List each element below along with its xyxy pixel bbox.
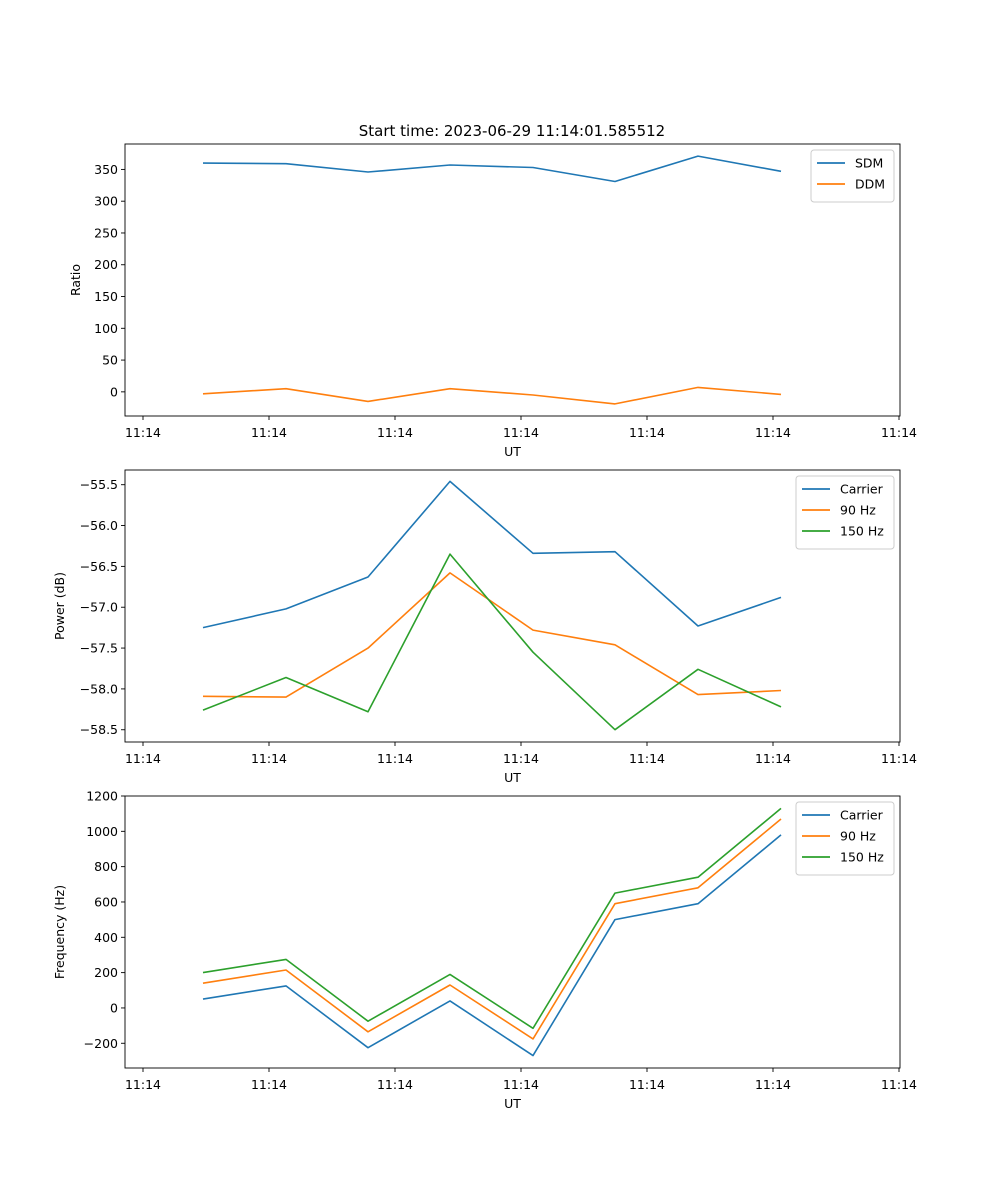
y-tick-label: 300: [94, 194, 118, 209]
series-line-90-hz: [202, 818, 782, 1040]
y-tick-label: 200: [94, 965, 118, 980]
x-axis-label: UT: [504, 444, 521, 459]
x-axis-label: UT: [504, 1096, 521, 1111]
x-tick-label: 11:14: [251, 1077, 287, 1092]
x-tick-label: 11:14: [881, 425, 917, 440]
x-tick-label: 11:14: [503, 751, 539, 766]
series-line-carrier: [202, 480, 782, 629]
x-tick-label: 11:14: [629, 1077, 665, 1092]
axes-frame: [124, 143, 901, 417]
x-tick-label: 11:14: [125, 425, 161, 440]
y-tick-label: 800: [94, 859, 118, 874]
x-tick-label: 11:14: [629, 425, 665, 440]
x-tick-label: 11:14: [755, 1077, 791, 1092]
y-tick-label: −56.5: [80, 559, 118, 574]
legend: Carrier 90 Hz 150 Hz: [795, 475, 895, 550]
y-tick-label: 200: [94, 257, 118, 272]
legend-label: 150 Hz: [840, 524, 884, 539]
x-tick-label: 11:14: [503, 425, 539, 440]
x-tick-label: 11:14: [881, 751, 917, 766]
y-tick-label: −56.0: [80, 518, 118, 533]
legend-label: 90 Hz: [840, 829, 876, 844]
series-line-90-hz: [202, 572, 782, 698]
y-tick-label: −58.5: [80, 722, 118, 737]
axes-frame: [124, 469, 901, 743]
x-tick-label: 11:14: [503, 1077, 539, 1092]
x-tick-label: 11:14: [629, 751, 665, 766]
x-tick-label: 11:14: [251, 425, 287, 440]
legend: Carrier 90 Hz 150 Hz: [795, 801, 895, 876]
series-line-carrier: [202, 834, 782, 1057]
y-tick-label: 100: [94, 321, 118, 336]
legend: SDM DDM: [810, 149, 895, 203]
legend-label: SDM: [855, 156, 883, 171]
x-tick-label: 11:14: [377, 751, 413, 766]
x-tick-label: 11:14: [377, 425, 413, 440]
y-tick-label: 0: [110, 1000, 118, 1015]
y-tick-label: 50: [102, 353, 118, 368]
y-tick-label: 0: [110, 384, 118, 399]
y-axis-label: Frequency (Hz): [52, 885, 67, 979]
axes-frame: [124, 795, 901, 1069]
series-line-150-hz: [202, 553, 782, 731]
figure-title: Start time: 2023-06-29 11:14:01.585512: [359, 122, 665, 140]
x-tick-label: 11:14: [125, 1077, 161, 1092]
x-tick-label: 11:14: [251, 751, 287, 766]
y-tick-label: 150: [94, 289, 118, 304]
series-line-ddm: [202, 386, 782, 405]
y-tick-label: 600: [94, 894, 118, 909]
y-tick-label: −200: [84, 1036, 118, 1051]
y-tick-label: −57.5: [80, 641, 118, 656]
y-axis-label: Power (dB): [52, 572, 67, 640]
y-tick-label: −57.0: [80, 600, 118, 615]
x-tick-label: 11:14: [755, 425, 791, 440]
x-tick-label: 11:14: [755, 751, 791, 766]
x-axis-label: UT: [504, 770, 521, 785]
series-line-150-hz: [202, 807, 782, 1030]
y-tick-label: 1000: [86, 824, 118, 839]
legend-label: 150 Hz: [840, 850, 884, 865]
series-line-sdm: [202, 155, 782, 183]
ratio-subplot: 0 50 100 150 200 250 300 350 11:14 11:14 11:14 11:1…: [68, 143, 917, 459]
y-tick-label: 400: [94, 930, 118, 945]
legend-label: Carrier: [840, 808, 884, 823]
y-tick-label: −55.5: [80, 477, 118, 492]
y-axis-label: Ratio: [68, 264, 83, 296]
y-tick-label: 350: [94, 162, 118, 177]
power-subplot: −58.5 −58.0 −57.5 −57.0 −56.5 −56.0 −55.5 11:14…: [52, 469, 917, 785]
legend-label: Carrier: [840, 482, 884, 497]
x-tick-label: 11:14: [125, 751, 161, 766]
legend-label: 90 Hz: [840, 503, 876, 518]
legend-label: DDM: [855, 177, 885, 192]
y-tick-label: 1200: [86, 789, 118, 804]
y-tick-label: 250: [94, 225, 118, 240]
x-tick-label: 11:14: [377, 1077, 413, 1092]
frequency-subplot: −200 0 200 400 600 800 1000 1200 11:14 11:14 11:14…: [52, 789, 917, 1112]
y-tick-label: −58.0: [80, 681, 118, 696]
x-tick-label: 11:14: [881, 1077, 917, 1092]
